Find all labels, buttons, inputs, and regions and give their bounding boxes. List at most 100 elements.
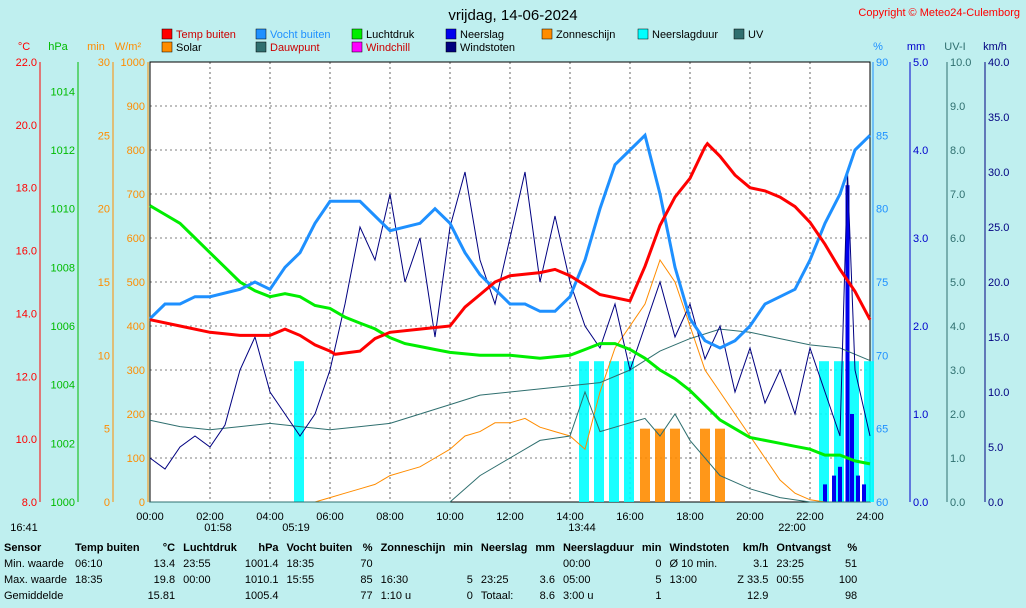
stats-cell: 1005.4 (244, 590, 279, 602)
event-label: 05:19 (282, 522, 310, 534)
legend-swatch (161, 28, 173, 40)
axis-tick-uv: 4.0 (950, 321, 965, 333)
stats-cell: 8.6 (539, 590, 555, 602)
x-tick-label: 08:00 (376, 511, 404, 523)
legend-swatch (541, 28, 553, 40)
rain-bar (850, 414, 854, 502)
stats-cell: 1010.1 (244, 574, 279, 586)
axis-tick-wind: 40.0 (988, 57, 1009, 69)
stats-cell: Max. waarde (4, 574, 67, 586)
x-tick-label: 16:00 (616, 511, 644, 523)
x-tick-label: 18:00 (676, 511, 704, 523)
axis-tick-rain: 5.0 (913, 57, 928, 69)
legend-label: Luchtdruk (366, 29, 415, 41)
axis-tick-uv: 1.0 (950, 453, 965, 465)
stats-cell: 00:00 (183, 574, 211, 586)
axis-tick-rain: 1.0 (913, 409, 928, 421)
axis-unit-humidity: % (873, 41, 883, 53)
stats-cell: Neerslagduur (562, 542, 634, 554)
stats-cell: Zonneschijn (380, 542, 446, 554)
rain-duration-bar (579, 361, 589, 502)
axis-tick-rain: 3.0 (913, 233, 928, 245)
legend-label: Dauwpunt (270, 42, 320, 54)
stats-cell: 85 (360, 574, 373, 586)
stats-cell: mm (535, 542, 555, 554)
axis-tick-pressure: 1008 (51, 262, 75, 274)
event-label: 01:58 (204, 522, 232, 534)
stats-cell: 0 (655, 558, 662, 570)
x-tick-label: 10:00 (436, 511, 464, 523)
stats-cell: Neerslag (480, 542, 528, 554)
stats-cell: 23:25 (776, 558, 804, 570)
stats-cell: 3:00 u (562, 590, 594, 602)
legend-swatch (255, 28, 267, 40)
axis-unit-sun_min: min (87, 41, 105, 53)
weather-chart: vrijdag, 14-06-2024 Copyright © Meteo24-… (10, 7, 1020, 534)
axis-unit-rain: mm (907, 41, 925, 53)
x-tick-label: 24:00 (856, 511, 884, 523)
stats-cell: Min. waarde (4, 558, 64, 570)
stats-cell: 00:00 (562, 558, 591, 570)
stats-cell: 3.1 (753, 558, 769, 570)
axis-tick-humidity: 60 (876, 497, 888, 509)
x-tick-label: 00:00 (136, 511, 164, 523)
axis-tick-humidity: 85 (876, 130, 888, 142)
axis-tick-solar: 200 (127, 409, 145, 421)
stats-cell: 5 (655, 574, 662, 586)
plot-area (148, 61, 874, 503)
axis-tick-solar: 700 (127, 189, 145, 201)
stats-cell (665, 588, 733, 604)
rain-duration-bar (624, 361, 634, 502)
axis-tick-uv: 2.0 (950, 409, 965, 421)
stats-cell (71, 588, 144, 604)
stats-cell: Vocht buiten (286, 542, 353, 554)
axis-tick-wind: 30.0 (988, 167, 1009, 179)
stats-cell: Ø 10 min. (669, 558, 718, 570)
stats-cell: 23:55 (183, 558, 211, 570)
axis-tick-sun_min: 15 (98, 277, 110, 289)
uv-line (150, 390, 870, 503)
axis-tick-wind: 20.0 (988, 277, 1009, 289)
stats-cell: min (453, 542, 473, 554)
rain-bar (823, 484, 827, 502)
axis-tick-sun_min: 10 (98, 350, 110, 362)
rain-duration-bar (594, 361, 604, 502)
stats-row: Min. waarde 06:10 13.4 23:55 1001.4 18:35 70 00… (0, 556, 861, 572)
axis-unit-solar: W/m² (115, 41, 142, 53)
stats-cell (531, 556, 559, 572)
stats-cell: 0 (466, 590, 473, 602)
stats-cell: 16:30 (380, 574, 409, 586)
rain-duration-bar (609, 361, 619, 502)
axis-tick-uv: 9.0 (950, 101, 965, 113)
legend-label: Windstoten (460, 42, 515, 54)
axis-tick-temp: 16.0 (16, 246, 37, 258)
event-label: 16:41 (10, 522, 38, 534)
stats-cell: 70 (360, 558, 373, 570)
axis-tick-humidity: 70 (876, 350, 888, 362)
stats-cell (449, 556, 477, 572)
axis-tick-solar: 0 (139, 497, 145, 509)
stats-cell: Sensor (4, 542, 42, 554)
axis-tick-temp: 18.0 (16, 183, 37, 195)
axis-tick-pressure: 1010 (51, 204, 75, 216)
axis-tick-wind: 25.0 (988, 222, 1009, 234)
axis-tick-wind: 5.0 (988, 442, 1003, 454)
axis-tick-temp: 10.0 (16, 434, 37, 446)
stats-cell: 19.8 (153, 574, 176, 586)
stats-cell: 12.9 (747, 590, 769, 602)
legend-swatch (733, 28, 745, 40)
axis-tick-rain: 4.0 (913, 145, 928, 157)
stats-cell: 5 (466, 574, 473, 586)
stats-cell: 15.81 (147, 590, 176, 602)
stats-cell: 51 (844, 558, 858, 570)
stats-cell: % (847, 542, 858, 554)
dewpoint-line (149, 328, 871, 431)
stats-cell: 1001.4 (244, 558, 279, 570)
x-tick-label: 20:00 (736, 511, 764, 523)
axis-tick-wind: 10.0 (988, 387, 1009, 399)
legend-swatch (445, 28, 457, 40)
axes: 00:00 02:00 04:00 06:00 08:00 10:00 12:00 14:00… (10, 41, 1009, 534)
gust-line (149, 171, 871, 470)
event-label: 22:00 (778, 522, 806, 534)
stats-cell: 98 (844, 590, 858, 602)
